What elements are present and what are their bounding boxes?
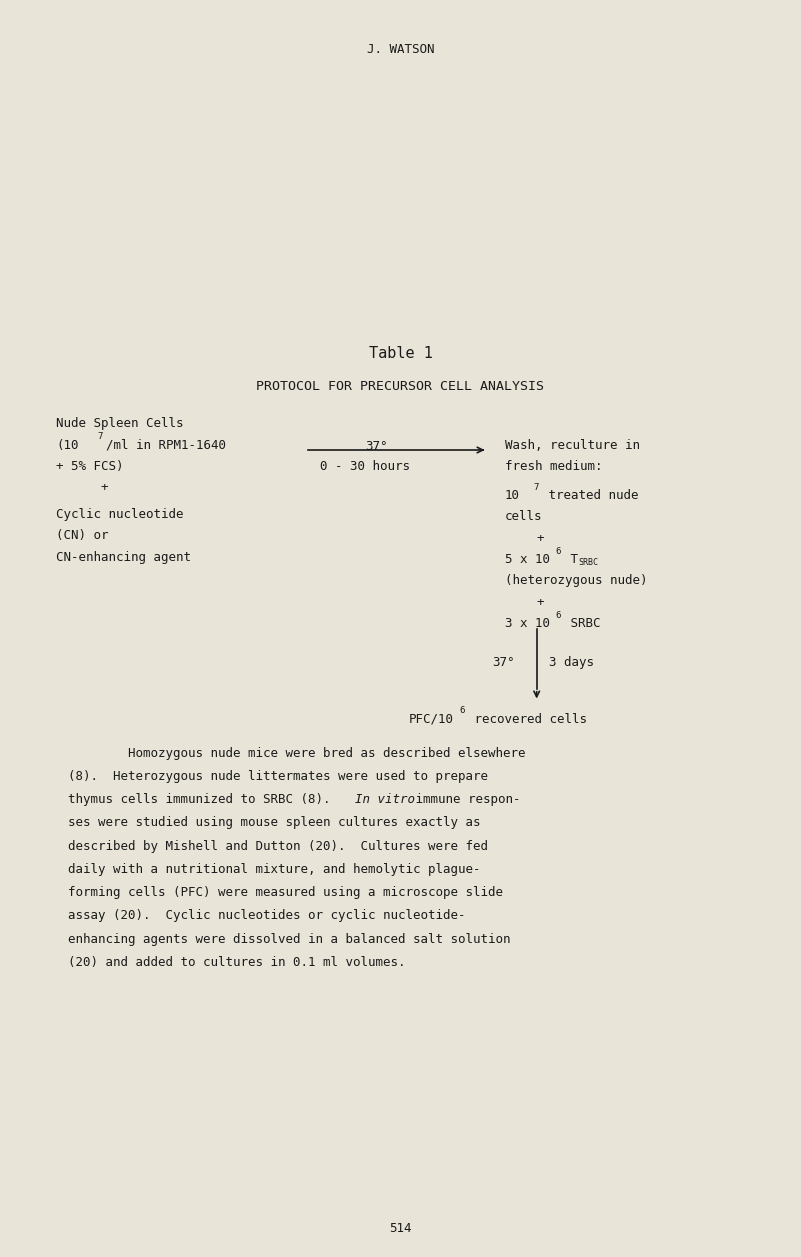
Text: (heterozygous nude): (heterozygous nude) — [505, 574, 647, 587]
Text: 514: 514 — [389, 1222, 412, 1234]
Text: cells: cells — [505, 510, 542, 523]
Text: 7: 7 — [98, 432, 103, 441]
Text: ses were studied using mouse spleen cultures exactly as: ses were studied using mouse spleen cult… — [68, 817, 481, 830]
Text: 3 days: 3 days — [549, 656, 594, 669]
Text: J. WATSON: J. WATSON — [367, 43, 434, 55]
Text: assay (20).  Cyclic nucleotides or cyclic nucleotide-: assay (20). Cyclic nucleotides or cyclic… — [68, 910, 465, 923]
Text: +: + — [537, 532, 544, 544]
Text: Table 1: Table 1 — [368, 346, 433, 361]
Text: SRBC: SRBC — [563, 617, 601, 630]
Text: +: + — [100, 481, 107, 494]
Text: + 5% FCS): + 5% FCS) — [56, 460, 123, 473]
Text: described by Mishell and Dutton (20).  Cultures were fed: described by Mishell and Dutton (20). Cu… — [68, 840, 488, 852]
Text: In vitro: In vitro — [355, 793, 415, 806]
Text: (CN) or: (CN) or — [56, 529, 109, 542]
Text: +: + — [537, 596, 544, 608]
Text: PFC/10: PFC/10 — [409, 713, 453, 725]
Text: 10: 10 — [505, 489, 520, 502]
Text: Homozygous nude mice were bred as described elsewhere: Homozygous nude mice were bred as descri… — [68, 747, 525, 759]
Text: CN-enhancing agent: CN-enhancing agent — [56, 551, 191, 563]
Text: /ml in RPM1-1640: /ml in RPM1-1640 — [106, 439, 226, 451]
Text: Cyclic nucleotide: Cyclic nucleotide — [56, 508, 183, 520]
Text: 37°: 37° — [493, 656, 515, 669]
Text: Wash, reculture in: Wash, reculture in — [505, 439, 640, 451]
Text: 3 x 10: 3 x 10 — [505, 617, 549, 630]
Text: 7: 7 — [533, 483, 539, 491]
Text: T: T — [563, 553, 578, 566]
Text: immune respon-: immune respon- — [408, 793, 520, 806]
Text: 6: 6 — [555, 547, 561, 556]
Text: (20) and added to cultures in 0.1 ml volumes.: (20) and added to cultures in 0.1 ml vol… — [68, 955, 405, 969]
Text: treated nude: treated nude — [541, 489, 639, 502]
Text: enhancing agents were dissolved in a balanced salt solution: enhancing agents were dissolved in a bal… — [68, 933, 510, 945]
Text: recovered cells: recovered cells — [467, 713, 587, 725]
Text: 0 - 30 hours: 0 - 30 hours — [320, 460, 410, 473]
Text: thymus cells immunized to SRBC (8).: thymus cells immunized to SRBC (8). — [68, 793, 345, 806]
Text: 6: 6 — [555, 611, 561, 620]
Text: daily with a nutritional mixture, and hemolytic plague-: daily with a nutritional mixture, and he… — [68, 862, 481, 876]
Text: PROTOCOL FOR PRECURSOR CELL ANALYSIS: PROTOCOL FOR PRECURSOR CELL ANALYSIS — [256, 380, 545, 392]
Text: (8).  Heterozygous nude littermates were used to prepare: (8). Heterozygous nude littermates were … — [68, 769, 488, 783]
Text: 37°: 37° — [365, 440, 388, 453]
Text: 6: 6 — [459, 706, 465, 715]
Text: SRBC: SRBC — [578, 558, 598, 567]
Text: fresh medium:: fresh medium: — [505, 460, 602, 473]
Text: forming cells (PFC) were measured using a microscope slide: forming cells (PFC) were measured using … — [68, 886, 503, 899]
Text: Nude Spleen Cells: Nude Spleen Cells — [56, 417, 183, 430]
Text: (10: (10 — [56, 439, 78, 451]
Text: 5 x 10: 5 x 10 — [505, 553, 549, 566]
